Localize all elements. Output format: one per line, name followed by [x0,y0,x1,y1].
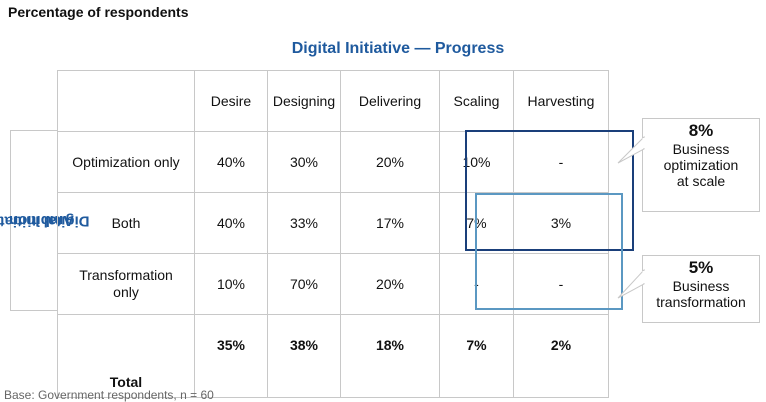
table-cell: 35% [194,314,268,398]
table-cell: 10% [194,253,268,315]
table-cell: 33% [267,192,341,254]
callout-pointer [617,268,646,299]
column-axis-title: Digital Initiative — Progress [291,40,505,57]
data-table: Desire Designing Delivering Scaling Harv… [57,70,609,398]
table-cell: 38% [267,314,341,398]
callout-percent: 8% [688,121,714,140]
row-label: Transformation only [57,253,195,315]
column-header: Scaling [439,70,514,132]
column-header: Desire [194,70,268,132]
transformation-highlight-box [475,193,623,310]
column-header: Harvesting [513,70,609,132]
table-cell: 3% [513,192,609,254]
table-row: Transformation only 10% 70% 20% - - [57,253,609,315]
callout-percent: 5% [688,258,714,277]
column-header: Delivering [340,70,440,132]
total-row: Total 35% 38% 18% 7% 2% [57,314,609,398]
table-cell: 18% [340,314,440,398]
table-cell: 17% [340,192,440,254]
row-label: Total [57,314,195,398]
callout-text-line: transformation [656,294,746,310]
callout-text-line: Business [672,141,730,157]
table-cell: 40% [194,192,268,254]
row-axis-box [10,130,57,311]
callout-pointer [617,135,646,164]
optimization-callout: 8% Business optimization at scale [617,118,760,212]
table-cell: 20% [340,253,440,315]
table-cell: 7% [439,314,514,398]
callout-text-line: optimization [663,157,739,173]
column-header: Designing [267,70,341,132]
table-cell: 40% [194,131,268,193]
table-cell: - [513,253,609,315]
table-cell: 2% [513,314,609,398]
footnote: Base: Government respondents, n = 60 [4,388,214,402]
table-cell: - [513,131,609,193]
row-label: Both [57,192,195,254]
callout-text-line: at scale [676,173,726,189]
callout-text-line: Business [672,278,730,294]
table-cell: 20% [340,131,440,193]
table-cell: 30% [267,131,341,193]
header-row: Desire Designing Delivering Scaling Harv… [57,70,609,132]
corner-cell [57,70,195,132]
optimization-highlight-box [465,130,634,251]
chart-heading: Percentage of respondents [8,4,189,20]
row-label: Optimization only [57,131,195,193]
row-axis-title: Digital Initiative —Ambition [0,130,90,311]
transformation-callout: 5% Business transformation [617,255,760,323]
table-cell: 70% [267,253,341,315]
